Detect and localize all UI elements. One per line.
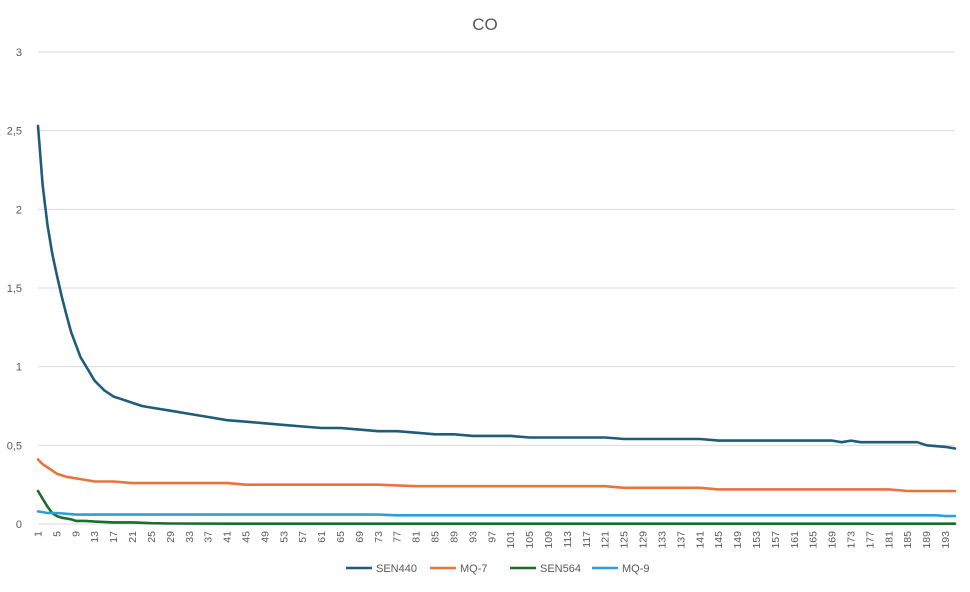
- x-tick-label: 49: [259, 531, 271, 543]
- x-tick-label: 13: [89, 531, 101, 543]
- series-lines: [36, 124, 957, 525]
- x-tick-label: 161: [789, 531, 801, 549]
- y-tick-label: 0: [16, 519, 22, 531]
- x-tick-label: 141: [694, 531, 706, 549]
- x-tick-label: 189: [921, 531, 933, 549]
- legend-item-sen564: SEN564: [510, 563, 581, 575]
- y-tick-label: 2,5: [7, 126, 22, 138]
- y-tick-label: 1: [16, 362, 22, 374]
- y-axis-ticks: 0 0,5 1 1,5 2 2,5 3: [7, 47, 22, 531]
- x-tick-label: 129: [638, 531, 650, 549]
- legend-item-mq-7: MQ-7: [430, 563, 488, 575]
- x-tick-label: 9: [70, 531, 82, 537]
- x-tick-label: 121: [600, 531, 612, 549]
- x-tick-label: 21: [127, 531, 139, 543]
- x-tick-label: 89: [448, 531, 460, 543]
- legend-label: MQ-7: [460, 563, 488, 575]
- x-tick-label: 1: [33, 531, 45, 537]
- legend-item-sen440: SEN440: [346, 563, 417, 575]
- x-tick-label: 97: [486, 531, 498, 543]
- series-line-sen440: [36, 124, 957, 450]
- legend-label: SEN440: [376, 563, 417, 575]
- series-line-mq-7: [36, 458, 957, 493]
- x-tick-label: 65: [335, 531, 347, 543]
- x-tick-label: 101: [505, 531, 517, 549]
- x-tick-label: 69: [354, 531, 366, 543]
- x-tick-label: 185: [902, 531, 914, 549]
- x-tick-label: 109: [543, 531, 555, 549]
- x-tick-label: 133: [656, 531, 668, 549]
- legend-label: MQ-9: [622, 563, 650, 575]
- y-tick-label: 3: [16, 47, 22, 59]
- gridlines: [38, 51, 955, 525]
- x-tick-label: 37: [203, 531, 215, 543]
- x-tick-label: 73: [373, 531, 385, 543]
- x-tick-label: 33: [184, 531, 196, 543]
- y-tick-label: 0,5: [7, 440, 22, 452]
- legend: SEN440 MQ-7 SEN564 MQ-9: [346, 563, 650, 575]
- legend-label: SEN564: [540, 563, 581, 575]
- y-tick-label: 1,5: [7, 283, 22, 295]
- x-tick-label: 29: [165, 531, 177, 543]
- legend-item-mq-9: MQ-9: [592, 563, 650, 575]
- x-tick-label: 81: [411, 531, 423, 543]
- x-tick-label: 25: [146, 531, 158, 543]
- x-tick-label: 5: [51, 531, 63, 537]
- x-tick-label: 57: [297, 531, 309, 543]
- x-tick-label: 93: [467, 531, 479, 543]
- x-tick-label: 193: [940, 531, 952, 549]
- y-tick-label: 2: [16, 204, 22, 216]
- series-line-sen564: [36, 489, 957, 525]
- x-tick-label: 173: [846, 531, 858, 549]
- x-tick-label: 113: [562, 531, 574, 548]
- x-tick-label: 125: [619, 531, 631, 549]
- x-tick-label: 181: [883, 531, 895, 549]
- x-tick-label: 77: [392, 531, 404, 543]
- x-tick-label: 153: [751, 531, 763, 549]
- x-axis-ticks: 1 5 9 13 17 21 25 29 33 37 41 45 49 53 57 61 65 69 73 77 81 8…: [33, 531, 953, 549]
- x-tick-label: 137: [675, 531, 687, 549]
- x-tick-label: 53: [278, 531, 290, 543]
- x-tick-label: 165: [808, 531, 820, 549]
- x-tick-label: 157: [770, 531, 782, 549]
- x-tick-label: 41: [222, 531, 234, 543]
- x-tick-label: 105: [524, 531, 536, 549]
- x-tick-label: 17: [108, 531, 120, 543]
- x-tick-label: 149: [732, 531, 744, 549]
- chart-title: CO: [472, 15, 498, 34]
- x-tick-label: 61: [316, 531, 328, 543]
- x-tick-label: 85: [430, 531, 442, 543]
- x-tick-label: 145: [713, 531, 725, 549]
- x-tick-label: 169: [827, 531, 839, 549]
- series-line-mq-9: [36, 510, 957, 518]
- x-tick-label: 45: [240, 531, 252, 543]
- x-tick-label: 177: [864, 531, 876, 549]
- x-tick-label: 117: [581, 531, 593, 548]
